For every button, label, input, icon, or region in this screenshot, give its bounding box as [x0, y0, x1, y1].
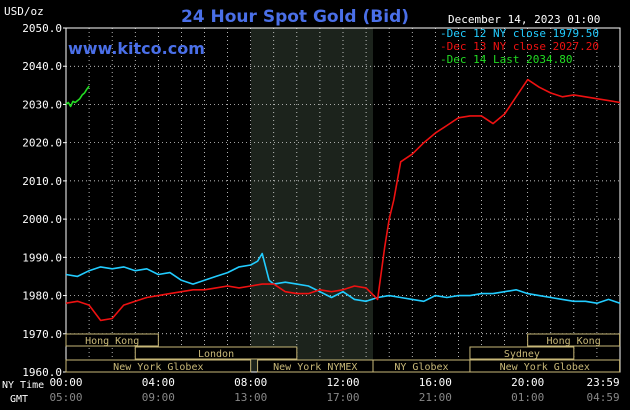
- session-box: [469, 346, 575, 360]
- session-box: [65, 333, 159, 347]
- x-tick-label-gmt: 17:00: [326, 391, 359, 404]
- x-tick-label-ny: 12:00: [326, 376, 359, 389]
- x-tick-label-ny: 08:00: [234, 376, 267, 389]
- session-box: [469, 359, 621, 373]
- session-box: [134, 346, 298, 360]
- session-label: NY Globex: [394, 362, 448, 373]
- watermark: www.kitco.com: [68, 39, 205, 58]
- ny-time-row-label: NY Time: [2, 380, 44, 391]
- y-tick-label: 2030.0: [22, 98, 62, 111]
- x-tick-label-gmt: 05:00: [49, 391, 82, 404]
- session-label: Sydney: [504, 349, 540, 360]
- session-label: Hong Kong: [547, 336, 601, 347]
- series-line: [65, 78, 621, 322]
- legend: -Dec 12 NY close 1979.50-Dec 13 NY close…: [440, 27, 599, 66]
- session-label: New York Globex: [500, 362, 590, 373]
- y-tick-label: 2010.0: [22, 175, 62, 188]
- x-tick-label-gmt: 13:00: [234, 391, 267, 404]
- y-tick-labels: 2050.0 2040.0 2030.0 2020.0 2010.0 2000.0 1990…: [22, 22, 66, 379]
- gmt-row-label: GMT: [10, 394, 28, 405]
- x-tick-label-gmt: 01:00: [511, 391, 544, 404]
- y-tick-label: 2040.0: [22, 60, 62, 73]
- y-tick-label: 1970.0: [22, 328, 62, 341]
- y-tick-label: 1980.0: [22, 290, 62, 303]
- session-label: New York Globex: [113, 362, 203, 373]
- y-tick-label: 2020.0: [22, 137, 62, 150]
- chart-title: 24 Hour Spot Gold (Bid): [181, 7, 409, 27]
- series-line: [65, 85, 90, 108]
- y-tick-label: 1960.0: [22, 366, 62, 379]
- x-tick-label-ny: 20:00: [511, 376, 544, 389]
- legend-entry: -Dec 13 NY close 2027.20: [440, 40, 599, 53]
- x-tick-label-gmt: 21:00: [419, 391, 452, 404]
- session-bars: Hong Kong Hong Kong London Sydney New York G…: [65, 333, 621, 373]
- x-tick-label-ny: 23:59: [586, 376, 619, 389]
- y-tick-label: 2050.0: [22, 22, 62, 35]
- session-label: Hong Kong: [85, 336, 139, 347]
- y-tick-label: 2000.0: [22, 213, 62, 226]
- session-label: New York NYMEX: [273, 362, 357, 373]
- x-axis: NY Time GMT 00:00 05:00 04:00 09:00 08:00 13:…: [2, 376, 620, 405]
- x-tick-label-gmt: 04:59: [586, 391, 619, 404]
- y-tick-label: 1990.0: [22, 251, 62, 264]
- shaded-session: [250, 28, 374, 372]
- session-box: [65, 359, 252, 373]
- session-label: London: [198, 349, 234, 360]
- legend-entry: -Dec 14 Last 2034.80: [440, 53, 572, 66]
- x-tick-label-ny: 00:00: [49, 376, 82, 389]
- legend-entry: -Dec 12 NY close 1979.50: [440, 27, 599, 40]
- series-lines: [65, 78, 621, 322]
- x-tick-label-gmt: 09:00: [142, 391, 175, 404]
- y-axis-unit-label: USD/oz: [4, 5, 44, 18]
- x-tick-label-ny: 04:00: [142, 376, 175, 389]
- x-tick-label-ny: 16:00: [419, 376, 452, 389]
- series-line: [65, 252, 621, 305]
- session-box: [527, 333, 621, 347]
- date-label: December 14, 2023 01:00: [448, 13, 600, 26]
